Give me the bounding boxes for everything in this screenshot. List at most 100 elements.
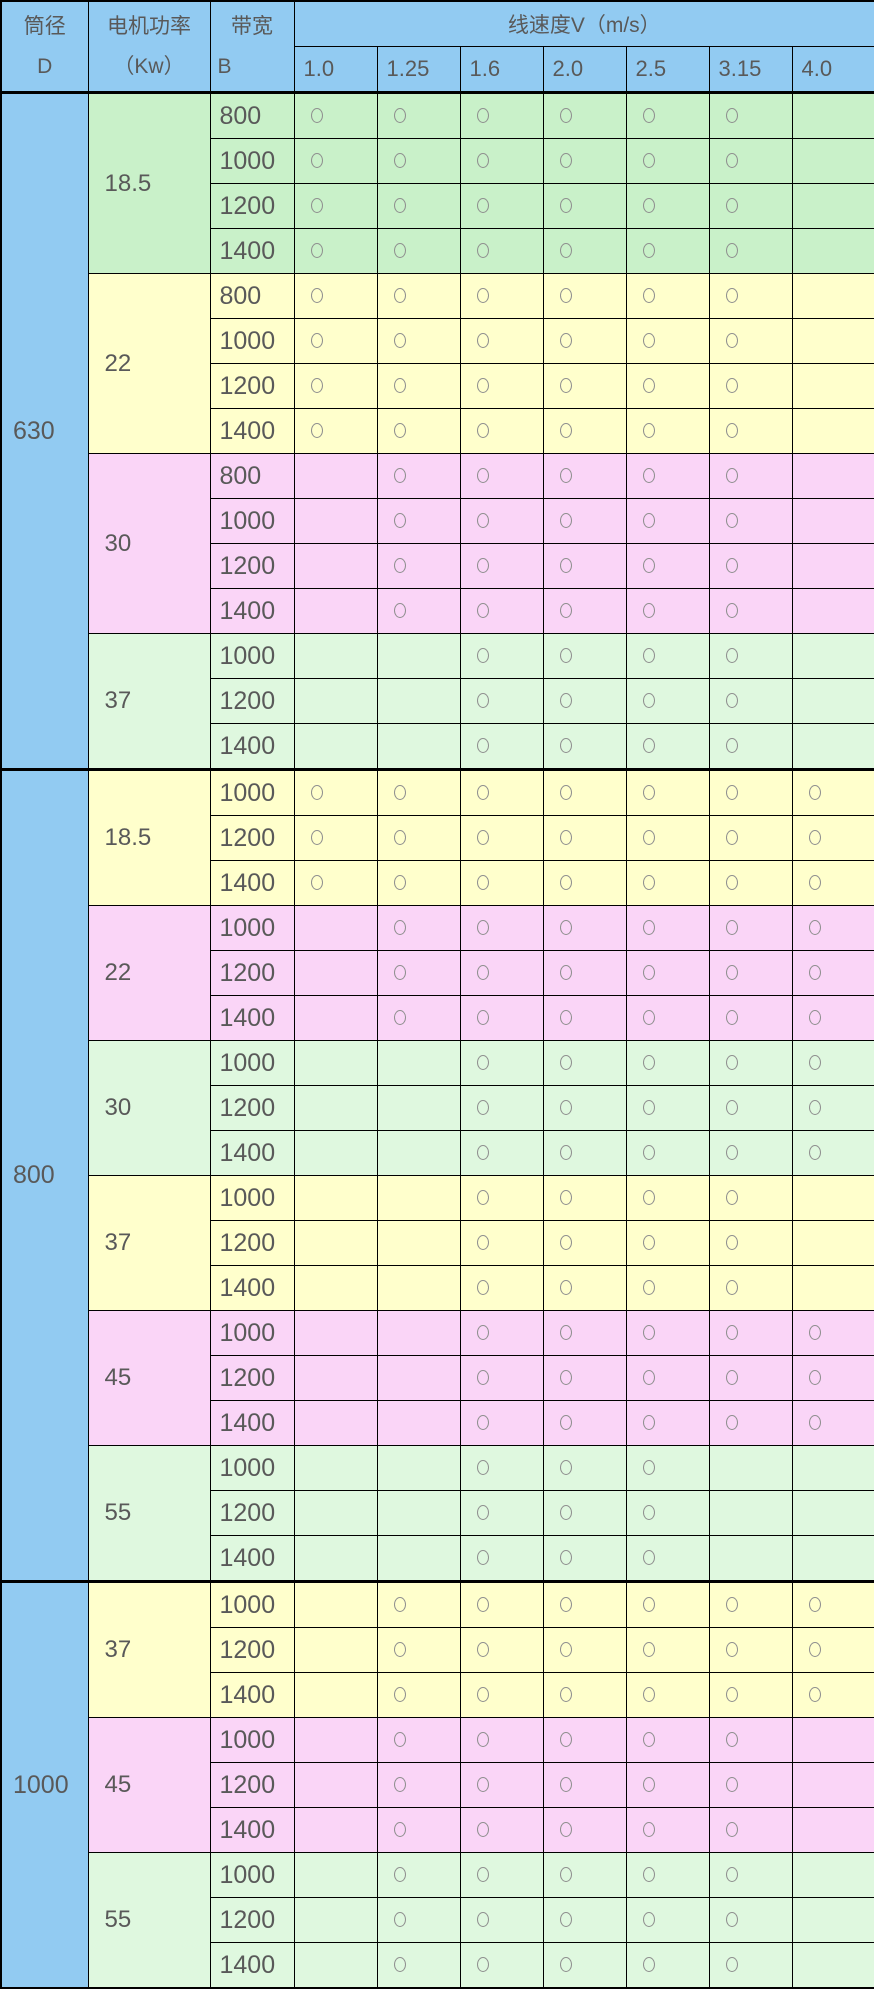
available-circle-icon [808, 1370, 821, 1386]
speed-mark-cell [459, 1627, 544, 1673]
speed-mark-cell [708, 905, 793, 951]
available-circle-icon [559, 1912, 572, 1928]
speed-mark-cell [708, 1807, 793, 1853]
belt-width-cell: 1400 [209, 1807, 295, 1853]
header-motor-power: 电机功率 （Kw） [87, 0, 211, 93]
available-circle-icon [642, 108, 655, 124]
speed-mark-cell [625, 1942, 710, 1989]
power-cell: 22 [87, 273, 211, 454]
speed-mark-cell [791, 1400, 874, 1446]
available-circle-icon [476, 243, 489, 259]
header-motor-power-label: 电机功率 [107, 14, 191, 38]
speed-mark-cell [376, 183, 461, 229]
available-circle-icon [393, 965, 406, 981]
available-circle-icon [393, 1912, 406, 1928]
available-circle-icon [393, 920, 406, 936]
speed-mark-cell [791, 1852, 874, 1898]
available-circle-icon [559, 830, 572, 846]
available-circle-icon [476, 1190, 489, 1206]
header-speed-1-6: 1.6 [459, 46, 544, 93]
speed-mark-cell [542, 363, 627, 409]
speed-mark-cell [791, 723, 874, 770]
speed-mark-cell [293, 723, 378, 770]
speed-mark-cell [293, 1897, 378, 1943]
speed-mark-cell [459, 543, 544, 589]
speed-mark-cell [293, 950, 378, 996]
speed-mark-cell [708, 633, 793, 679]
speed-mark-cell [708, 1085, 793, 1131]
speed-mark-cell [791, 1040, 874, 1086]
speed-mark-cell [791, 1355, 874, 1401]
available-circle-icon [642, 1055, 655, 1071]
speed-mark-cell [708, 1762, 793, 1808]
available-circle-icon [808, 1010, 821, 1026]
available-circle-icon [393, 333, 406, 349]
available-circle-icon [642, 648, 655, 664]
speed-mark-cell [376, 1445, 461, 1491]
table-row: 1400 [1, 1265, 874, 1311]
table-row: 55 1000 [1, 1852, 874, 1989]
speed-mark-cell [708, 860, 793, 906]
available-circle-icon [808, 1100, 821, 1116]
available-circle-icon [808, 875, 821, 891]
available-circle-icon [725, 1777, 738, 1793]
available-circle-icon [476, 1867, 489, 1883]
speed-mark-cell [542, 1897, 627, 1943]
speed-mark-cell [376, 273, 461, 319]
available-circle-icon [642, 603, 655, 619]
available-circle-icon [642, 693, 655, 709]
belt-width-cell: 800 [209, 273, 295, 319]
available-circle-icon [642, 1415, 655, 1431]
available-circle-icon [642, 1732, 655, 1748]
speed-mark-cell [708, 183, 793, 229]
belt-width-cell: 1200 [209, 1897, 295, 1943]
speed-mark-cell [376, 318, 461, 364]
table-row: 1400 [1, 723, 874, 770]
speed-mark-cell [376, 1627, 461, 1673]
table-row: 1400 [1, 1807, 874, 1853]
power-cell: 55 [87, 1445, 211, 1582]
speed-mark-cell [542, 1400, 627, 1446]
speed-mark-cell [376, 588, 461, 634]
speed-mark-cell [376, 1580, 461, 1628]
table-row: 630 18.5 800 [0, 91, 874, 770]
speed-mark-cell [293, 1580, 378, 1628]
available-circle-icon [559, 920, 572, 936]
diameter-cell: 1000 [0, 1580, 89, 1989]
available-circle-icon [559, 1822, 572, 1838]
available-circle-icon [310, 830, 323, 846]
speed-mark-cell [625, 1445, 710, 1491]
available-circle-icon [559, 1415, 572, 1431]
available-circle-icon [476, 1687, 489, 1703]
available-circle-icon [476, 513, 489, 529]
speed-mark-cell [708, 1490, 793, 1536]
available-circle-icon [725, 1100, 738, 1116]
speed-mark-cell [708, 1175, 793, 1221]
available-circle-icon [725, 830, 738, 846]
available-circle-icon [393, 1777, 406, 1793]
available-circle-icon [559, 1145, 572, 1161]
belt-width-cell: 1000 [209, 1717, 295, 1763]
available-circle-icon [808, 1687, 821, 1703]
available-circle-icon [808, 1597, 821, 1613]
available-circle-icon [642, 1280, 655, 1296]
speed-mark-cell [625, 543, 710, 589]
available-circle-icon [559, 288, 572, 304]
table-row: 1400 [1, 408, 874, 454]
available-circle-icon [310, 785, 323, 801]
speed-mark-cell [708, 588, 793, 634]
speed-mark-cell [459, 1265, 544, 1311]
available-circle-icon [476, 108, 489, 124]
available-circle-icon [725, 603, 738, 619]
speed-mark-cell [708, 1672, 793, 1718]
speed-mark-cell [791, 228, 874, 274]
available-circle-icon [393, 288, 406, 304]
speed-mark-cell [459, 1220, 544, 1266]
available-circle-icon [393, 153, 406, 169]
available-circle-icon [559, 1732, 572, 1748]
speed-mark-cell [542, 768, 627, 816]
available-circle-icon [642, 1235, 655, 1251]
speed-mark-cell [791, 678, 874, 724]
header-drum-diameter: 筒径 D [0, 0, 89, 93]
speed-mark-cell [542, 1942, 627, 1989]
